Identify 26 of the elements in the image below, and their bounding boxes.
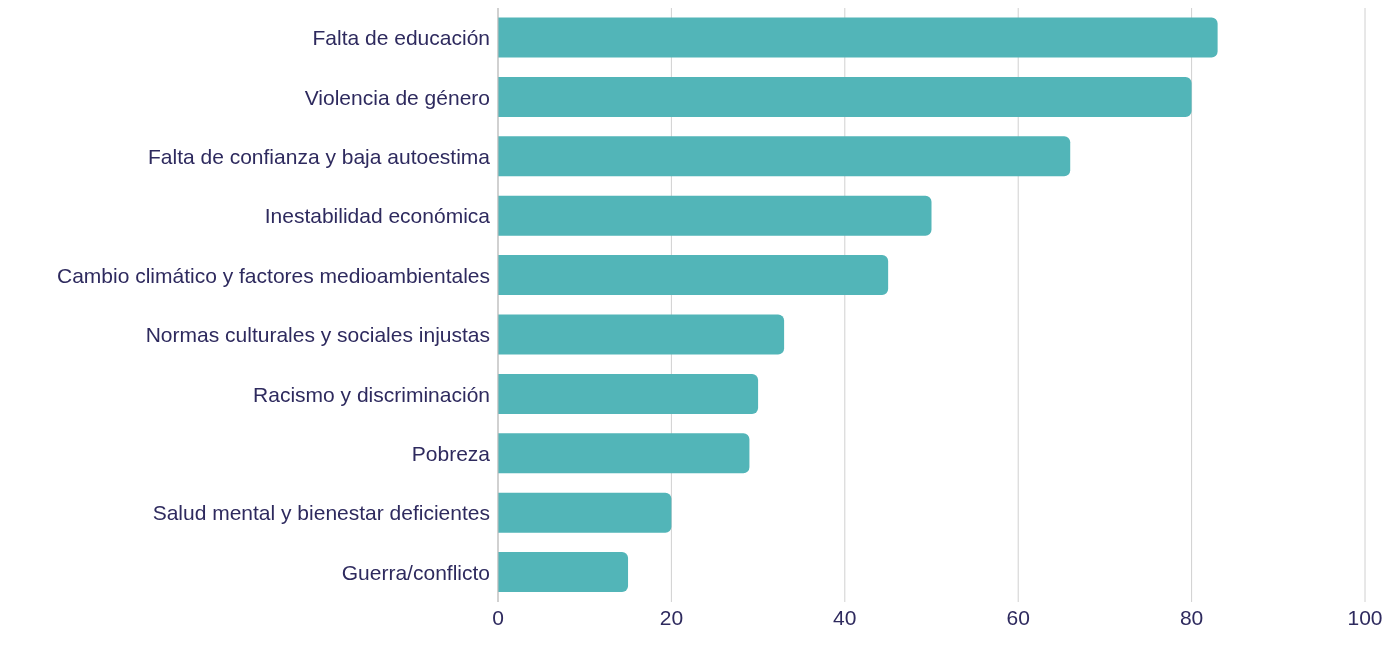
y-tick-label: Inestabilidad económica (264, 204, 491, 228)
bar (498, 76, 1192, 117)
y-tick-label: Falta de educación (312, 26, 490, 50)
x-tick-label: 80 (1179, 605, 1204, 629)
y-tick-label: Falta de confianza y baja autoestima (147, 144, 491, 168)
y-tick-label: Cambio climático y factores medioambientales (56, 263, 490, 287)
bar (498, 195, 932, 236)
y-tick-label: Pobreza (411, 441, 491, 465)
bar (498, 255, 889, 296)
y-tick-label: Salud mental y bienestar deficientes (152, 501, 490, 525)
x-tick-label: 40 (833, 605, 857, 629)
bar (498, 136, 1071, 177)
bar (498, 433, 750, 474)
y-tick-label: Guerra/conflicto (341, 560, 490, 584)
x-tick-label: 100 (1347, 605, 1383, 629)
x-tick-label: 60 (1006, 605, 1030, 629)
y-tick-label: Normas culturales y sociales injustas (145, 323, 490, 347)
x-tick-label: 20 (659, 605, 684, 629)
y-tick-label: Violencia de género (304, 85, 490, 109)
bar (498, 492, 672, 533)
bar (498, 552, 629, 593)
bar (498, 314, 785, 355)
x-tick-label: 0 (492, 605, 504, 629)
bar (498, 17, 1218, 58)
y-tick-label: Racismo y discriminación (253, 382, 490, 406)
bar (498, 373, 759, 414)
